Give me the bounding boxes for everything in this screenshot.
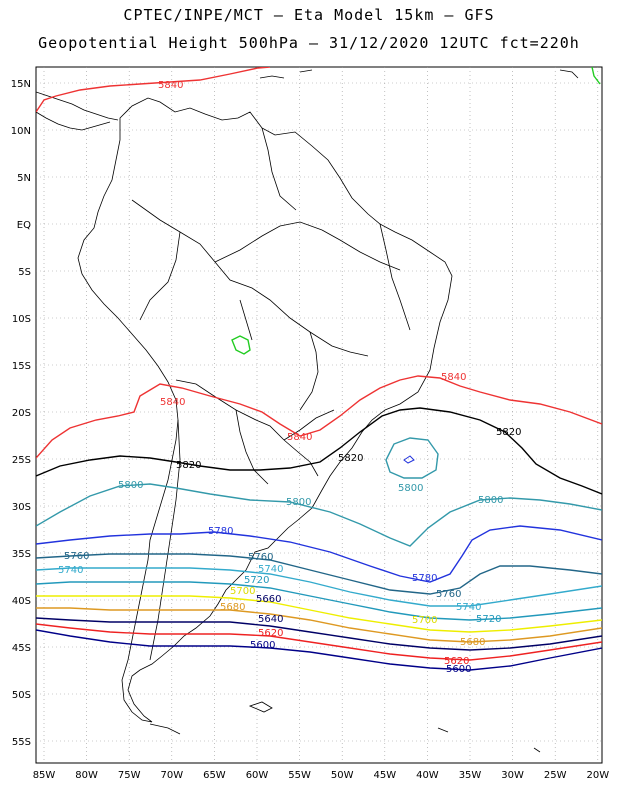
contour-5660 [36,617,602,651]
contour-5800 [36,483,602,547]
label-5840-west: 5840 [160,397,185,408]
label-5680-mid: 5680 [220,602,245,613]
label-5840-east: 5840 [441,372,466,383]
label-5840-mid: 5840 [287,432,312,443]
map-title-line2: Geopotential Height 500hPa – 31/12/2020 … [38,34,580,52]
latitude-labels: 15N 10N 5N EQ 5S 10S 15S 20S 25S 30S 35S 40S 45S 50S 5… [11,79,31,748]
coastline [36,69,579,753]
contour-5720 [36,581,602,621]
contour-5620 [36,623,602,661]
lon-label: 75W [118,770,141,781]
lat-label: 35S [12,549,31,560]
label-5800-mid: 5800 [286,497,311,508]
label-5720-mid: 5720 [244,575,269,586]
label-5820-west: 5820 [176,460,201,471]
label-5700-east: 5700 [412,615,437,626]
label-5780-west: 5780 [208,526,233,537]
contour-5600 [36,629,602,671]
lat-label: 25S [12,455,31,466]
contour-5740 [36,567,602,607]
lat-label: EQ [17,220,31,231]
lat-label: 40S [12,596,31,607]
contour-5820 [36,407,602,495]
lat-label: 15N [11,79,31,90]
label-5740-mid: 5740 [258,564,283,575]
contour-green [231,335,251,355]
contour-5780 [36,525,602,583]
lon-label: 65W [203,770,226,781]
contour-lines [36,67,602,671]
lon-label: 45W [373,770,396,781]
label-5700-mid: 5700 [230,586,255,597]
label-5740-west: 5740 [58,565,83,576]
label-5620-east: 5620 [444,656,469,667]
lon-label: 80W [75,770,98,781]
label-5820-east: 5820 [496,427,521,438]
lat-label: 10S [12,314,31,325]
lat-label: 5S [18,267,31,278]
label-5680-east: 5680 [460,637,485,648]
lon-label: 85W [33,770,56,781]
label-5800-east: 5800 [478,495,503,506]
contour-5800-high [385,437,439,479]
label-5800-west: 5800 [118,480,143,491]
lon-label: 50W [331,770,354,781]
map-title-line1: CPTEC/INPE/MCT – Eta Model 15km – GFS [123,6,495,24]
contour-labels: 5840 5840 5840 5840 5820 5820 5820 5800 … [58,80,521,675]
lat-label: 30S [12,502,31,513]
lon-label: 35W [459,770,482,781]
label-5820-mid: 5820 [338,453,363,464]
lat-label: 15S [12,361,31,372]
contour-5700 [36,595,602,633]
longitude-labels: 85W 80W 75W 70W 65W 60W 55W 50W 45W 40W 35W 30W 25W 2… [33,770,610,781]
label-5760-east: 5760 [436,589,461,600]
lat-label: 5N [17,173,31,184]
central-america-coast [36,91,119,121]
lat-label: 50S [12,690,31,701]
label-5760-west: 5760 [64,551,89,562]
lon-label: 70W [160,770,183,781]
lat-label: 20S [12,408,31,419]
contour-5760 [36,553,602,595]
label-5780-east: 5780 [412,573,437,584]
label-5600-east: 5600 [446,664,471,675]
label-5620-mid: 5620 [258,628,283,639]
label-5640-mid: 5640 [258,614,283,625]
lon-label: 25W [544,770,567,781]
lon-label: 60W [246,770,269,781]
lat-label: 10N [11,126,31,137]
label-5720-east: 5720 [476,614,501,625]
contour-5680 [36,607,602,643]
lon-label: 40W [416,770,439,781]
label-5600-mid: 5600 [250,640,275,651]
label-5740-east: 5740 [456,602,481,613]
lat-label: 45S [12,643,31,654]
label-5840-north: 5840 [158,80,183,91]
lon-label: 30W [501,770,524,781]
lat-label: 55S [12,737,31,748]
lon-label: 20W [586,770,609,781]
contour-5840 [36,375,602,459]
lon-label: 55W [288,770,311,781]
contour-5840-north [36,67,271,113]
label-5760-mid: 5760 [248,552,273,563]
label-5660-mid: 5660 [256,594,281,605]
label-5800-high: 5800 [398,483,423,494]
